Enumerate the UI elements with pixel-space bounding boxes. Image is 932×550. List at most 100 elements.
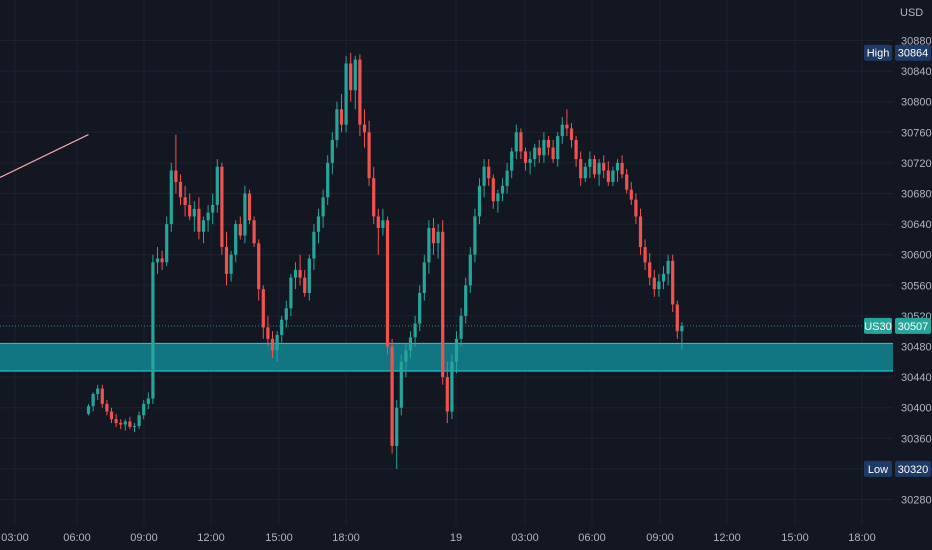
- candle-body: [339, 109, 344, 125]
- last-price-badge-label-box: [864, 317, 892, 334]
- candle: [592, 155, 597, 179]
- candle: [565, 109, 569, 137]
- y-tick-label: 30440: [901, 372, 932, 384]
- y-tick-label: 30640: [901, 219, 932, 231]
- candle-body: [606, 170, 610, 183]
- candle-body: [680, 325, 684, 332]
- candle: [353, 55, 357, 110]
- candle: [537, 139, 541, 163]
- candle: [183, 185, 187, 217]
- candle: [625, 169, 629, 194]
- candle-body: [353, 59, 357, 91]
- candle-body: [592, 159, 597, 175]
- candle: [560, 117, 564, 144]
- candle: [100, 384, 104, 408]
- candle-body: [238, 224, 242, 236]
- candle-body: [321, 197, 325, 217]
- candle: [551, 139, 555, 163]
- candle: [661, 266, 666, 290]
- candle-body: [408, 337, 413, 351]
- candle: [243, 185, 247, 244]
- candle: [192, 201, 196, 232]
- candle: [404, 342, 408, 378]
- candle: [312, 224, 316, 270]
- candle: [643, 239, 647, 270]
- candle-body: [105, 403, 109, 412]
- candle-body: [100, 388, 104, 404]
- candle-body: [358, 59, 362, 125]
- y-tick-label: 30560: [901, 280, 932, 292]
- low-badge-value: 30320: [898, 464, 929, 476]
- candle: [146, 392, 150, 410]
- candle-body: [376, 216, 380, 228]
- candle-body: [316, 216, 321, 232]
- candle: [422, 254, 426, 301]
- y-tick-label: 30880: [901, 36, 932, 48]
- candle: [247, 189, 252, 225]
- x-tick-label: 15:00: [265, 532, 293, 544]
- candle-body: [243, 193, 247, 236]
- candle: [137, 411, 141, 430]
- candle-body: [215, 166, 219, 205]
- candle: [362, 109, 367, 148]
- candle-body: [597, 162, 601, 175]
- candle-body: [542, 139, 546, 156]
- candle-body: [293, 270, 298, 278]
- candle-body: [344, 63, 348, 125]
- candle-body: [385, 220, 390, 347]
- candle-body: [491, 178, 495, 202]
- candle: [597, 159, 601, 186]
- candle-body: [91, 393, 95, 407]
- candle-body: [146, 398, 150, 404]
- candle-body: [565, 124, 569, 129]
- candle-body: [229, 254, 233, 274]
- candle: [542, 132, 546, 163]
- x-tick-label: 12:00: [713, 532, 741, 544]
- candle: [86, 403, 91, 416]
- candle-body: [560, 124, 564, 137]
- time-axis[interactable]: 03:00 06:00 09:00 12:00 15:00 18:00 19 03:00 06:…: [1, 532, 876, 544]
- candle: [142, 400, 146, 420]
- candle-body: [206, 212, 210, 221]
- candle-body: [431, 227, 436, 244]
- candle-body: [275, 335, 279, 351]
- candle: [229, 250, 233, 282]
- candle: [514, 124, 518, 160]
- candle-body: [280, 319, 284, 336]
- candle: [303, 270, 307, 297]
- candle: [436, 224, 440, 259]
- candle-body: [257, 243, 261, 290]
- candle: [151, 254, 155, 404]
- candle: [556, 132, 560, 167]
- candle: [96, 384, 100, 401]
- candle-body: [188, 204, 192, 217]
- candle-body: [160, 258, 164, 263]
- candle-body: [643, 247, 647, 263]
- candle: [418, 285, 422, 332]
- candle-body: [634, 199, 638, 217]
- candle: [408, 331, 413, 358]
- candle-body: [303, 277, 307, 293]
- candle-body: [381, 220, 385, 228]
- price-axis[interactable]: USD 30880 30840 30800 30760 30720 30680 30640 3…: [900, 7, 932, 507]
- candle-body: [395, 407, 399, 446]
- candle-body: [399, 361, 403, 408]
- candle-body: [224, 247, 229, 274]
- candle-body: [151, 262, 155, 399]
- candle-body: [496, 193, 500, 202]
- candle-body: [459, 315, 463, 339]
- y-tick-label: 30480: [901, 342, 932, 354]
- candle: [399, 354, 403, 416]
- candle: [500, 178, 505, 202]
- candle: [326, 155, 330, 205]
- candle-body: [266, 327, 270, 339]
- candle: [620, 155, 624, 179]
- demand-zone: [0, 342, 893, 372]
- y-tick-label: 30400: [901, 403, 932, 415]
- high-badge-value-box: [895, 44, 931, 61]
- low-badge-value-box: [895, 460, 931, 477]
- candle: [638, 208, 643, 255]
- candle-body: [661, 273, 666, 282]
- x-tick-label: 18:00: [848, 532, 876, 544]
